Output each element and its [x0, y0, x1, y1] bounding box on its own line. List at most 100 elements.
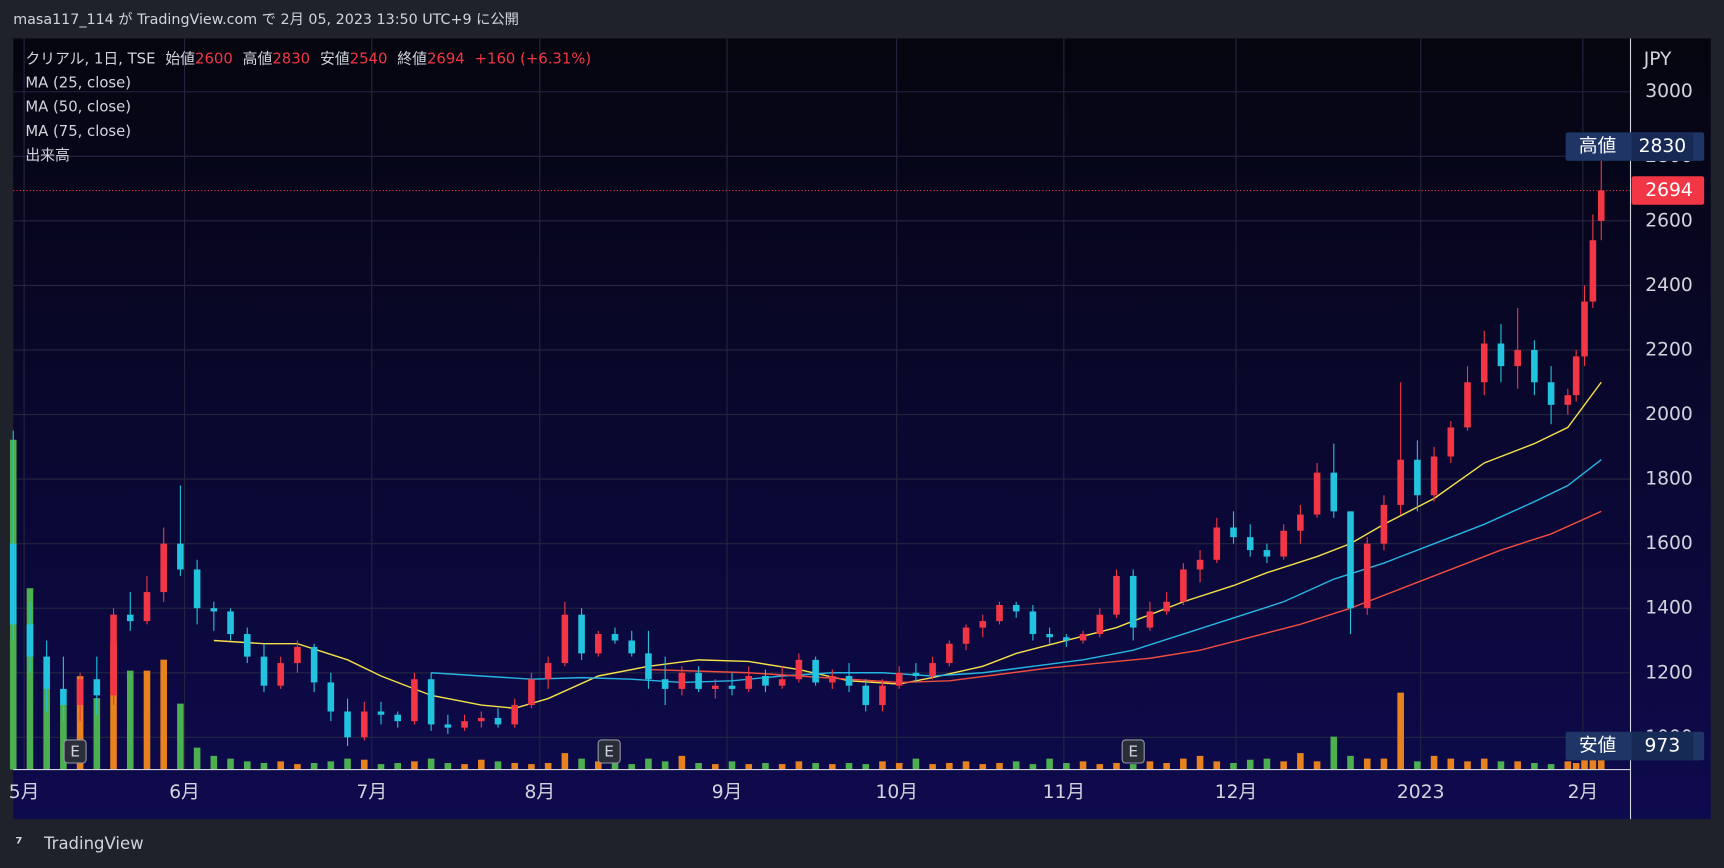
volume-bar	[110, 643, 117, 770]
x-tick-label: 11月	[1043, 782, 1085, 803]
y-tick-label: 2200	[1645, 339, 1693, 360]
ohlc-value: 2830	[272, 50, 310, 67]
volume-bar	[427, 758, 435, 770]
volume-bar	[344, 758, 351, 770]
candle-body	[160, 543, 167, 593]
currency: JPY	[1643, 49, 1672, 70]
y-tick-label: 1400	[1645, 598, 1693, 619]
volume-bar	[60, 703, 67, 770]
volume-bar	[628, 764, 636, 770]
volume-bar	[444, 763, 452, 770]
volume-bar	[210, 755, 218, 770]
candle-body	[778, 679, 786, 686]
volume-bar	[1589, 759, 1597, 770]
candle-body	[1497, 343, 1505, 367]
candle-body	[461, 721, 468, 728]
volume-bar	[1597, 755, 1605, 770]
candle-body	[929, 663, 936, 676]
volume-bar	[26, 588, 34, 770]
candle-body	[795, 659, 803, 680]
candle-body	[126, 614, 134, 622]
volume-bar	[1096, 764, 1104, 770]
candle-body	[427, 679, 435, 725]
volume-bar	[979, 764, 987, 770]
volume-bar	[1531, 763, 1538, 770]
volume-bar	[411, 761, 418, 770]
volume-bar	[1029, 764, 1037, 770]
y-tick-label: 2400	[1645, 275, 1693, 296]
volume-bar	[377, 764, 385, 770]
candle-body	[1581, 301, 1588, 357]
x-tick-label: 6月	[169, 782, 200, 803]
candle-body	[1447, 427, 1455, 457]
legend-ohlc: クリアル, 1日, TSE 始値2600 高値2830 安値2540 終値2694 +16…	[25, 50, 591, 67]
candle-body	[862, 685, 870, 706]
candle-body	[1589, 240, 1597, 302]
candle-body	[26, 624, 34, 657]
volume-bar	[494, 761, 502, 770]
indicator-label: MA (75, close)	[25, 123, 131, 140]
candle-body	[1096, 614, 1104, 635]
volume-bar	[1079, 761, 1087, 770]
y-tick-label: 2000	[1645, 404, 1693, 425]
volume-bar	[1347, 755, 1354, 770]
candle-body	[1480, 343, 1488, 383]
volume-bar	[946, 763, 953, 770]
volume-bar	[1297, 753, 1304, 770]
x-tick-label: 2月	[1568, 782, 1599, 803]
volume-bar	[895, 763, 903, 770]
volume-bar	[1180, 758, 1187, 770]
volume-bar	[327, 761, 335, 770]
candle-body	[9, 543, 17, 625]
volume-bar	[544, 763, 552, 770]
candle-body	[678, 672, 686, 689]
candle-body	[979, 621, 987, 628]
candle-body	[996, 604, 1003, 622]
candle-body	[1531, 349, 1538, 383]
candle-body	[1213, 527, 1221, 560]
volume-bar	[43, 687, 50, 770]
candle-body	[1514, 349, 1521, 367]
volume-bar	[277, 761, 284, 770]
volume-bar	[578, 758, 585, 770]
candle-body	[1029, 611, 1037, 635]
candle-body	[360, 711, 368, 738]
candle-body	[1012, 604, 1020, 612]
candle-body	[611, 634, 619, 641]
volume-bar	[193, 747, 201, 770]
candle-body	[1280, 530, 1287, 557]
x-tick-label: 2023	[1397, 782, 1445, 803]
y-tick-label: 2600	[1645, 210, 1693, 231]
volume-bar	[1313, 761, 1321, 770]
volume-bar	[778, 764, 786, 770]
volume-bar	[745, 764, 753, 770]
volume-bar	[1430, 755, 1438, 770]
candle-body	[93, 679, 101, 696]
y-tick-label: 1600	[1645, 533, 1693, 554]
volume-bar	[1330, 736, 1338, 770]
candle-body	[661, 679, 669, 689]
y-tick-label: 1200	[1645, 662, 1693, 683]
candle-body	[1313, 472, 1321, 515]
candle-body	[43, 656, 50, 689]
candle-body	[1129, 575, 1137, 628]
volume-bar	[929, 764, 936, 770]
candle-body	[60, 688, 67, 706]
moving-average-line	[648, 510, 1602, 684]
candle-body	[1564, 395, 1572, 405]
candle-body	[695, 672, 702, 689]
candle-body	[1363, 543, 1371, 609]
volume-bar	[829, 764, 836, 770]
volume-bar	[1163, 763, 1170, 770]
volume-bar	[996, 763, 1003, 770]
low-marker-value: 973	[1645, 736, 1681, 757]
y-tick-label: 3000	[1645, 81, 1693, 102]
candle-body	[1146, 611, 1154, 628]
volume-bar	[160, 659, 167, 770]
candle-body	[511, 705, 519, 725]
volume-bar	[912, 758, 920, 770]
candle-body	[1163, 601, 1170, 612]
volume-bar	[1363, 758, 1371, 770]
